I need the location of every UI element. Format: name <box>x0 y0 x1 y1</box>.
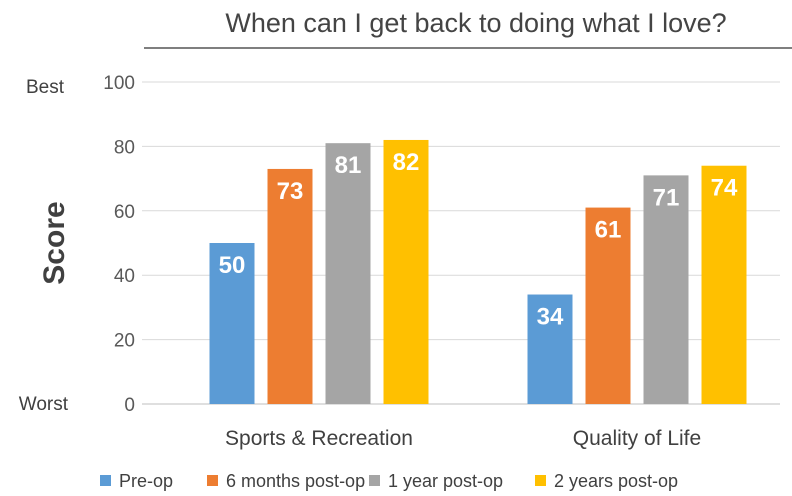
bar <box>585 207 631 404</box>
y-tick-label: 100 <box>103 73 135 94</box>
y-tick-label: 80 <box>114 137 135 158</box>
y-tick-label: 0 <box>124 395 135 416</box>
bar <box>383 139 429 404</box>
legend-label: 1 year post-op <box>388 471 503 491</box>
legend-label: Pre-op <box>119 471 173 491</box>
bar <box>209 243 255 404</box>
data-label: 71 <box>653 184 680 211</box>
legend-swatch <box>535 475 546 486</box>
data-label: 34 <box>537 304 564 331</box>
category-label: Quality of Life <box>573 427 701 450</box>
data-label: 61 <box>595 217 622 244</box>
y-best-label: Best <box>26 77 65 98</box>
y-tick-label: 40 <box>114 266 135 287</box>
legend: Pre-op 6 months post-op 1 year post-op 2 ye… <box>100 471 678 491</box>
legend-swatch <box>369 475 380 486</box>
chart-title: When can I get back to doing what I love… <box>225 8 726 38</box>
legend-label: 2 years post-op <box>554 471 678 491</box>
y-tick-label: 20 <box>114 331 135 352</box>
legend-swatch <box>207 475 218 486</box>
category-label: Sports & Recreation <box>225 427 413 450</box>
bar <box>701 165 747 404</box>
data-label: 73 <box>277 178 304 205</box>
data-label: 74 <box>711 175 738 202</box>
legend-label: 6 months post-op <box>226 471 365 491</box>
bar <box>527 294 573 404</box>
data-label: 81 <box>335 152 362 179</box>
legend-swatch <box>100 475 111 486</box>
y-worst-label: Worst <box>19 394 69 415</box>
bar <box>267 168 313 404</box>
bars <box>209 139 747 404</box>
data-label: 50 <box>219 252 246 279</box>
y-tick-labels: 0 20 40 60 80 100 <box>103 73 135 416</box>
category-labels: Sports & Recreation Quality of Life <box>225 427 701 450</box>
data-labels: 50 73 81 82 34 61 71 74 <box>219 149 738 331</box>
bar <box>325 143 371 404</box>
y-tick-label: 60 <box>114 202 135 223</box>
data-label: 82 <box>393 149 420 176</box>
y-axis-label: Score <box>38 201 71 284</box>
bar <box>643 175 689 404</box>
